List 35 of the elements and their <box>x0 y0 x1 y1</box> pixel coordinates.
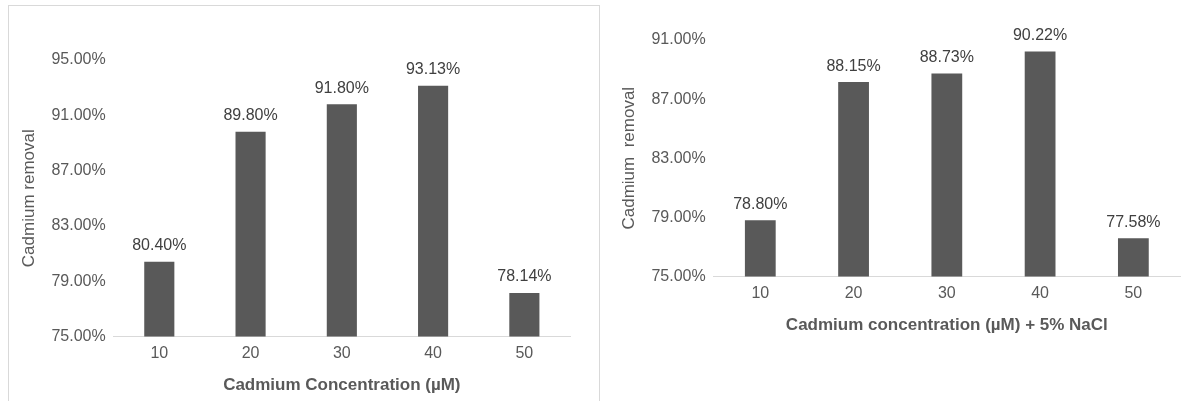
y-axis-title: Cadmium removal <box>618 86 638 230</box>
y-tick-label: 91.00% <box>651 30 706 48</box>
x-axis-title: Cadmium Concentration (µM) <box>223 375 461 395</box>
data-label: 78.14% <box>497 267 552 285</box>
y-tick-label: 95.00% <box>51 50 106 68</box>
data-label: 80.40% <box>132 236 187 254</box>
y-tick-label: 87.00% <box>51 160 106 178</box>
x-tick-label: 30 <box>332 344 351 362</box>
x-tick-label: 50 <box>515 344 534 362</box>
data-label: 90.22% <box>1012 25 1068 43</box>
data-label: 91.80% <box>314 78 369 96</box>
data-label: 93.13% <box>405 60 461 78</box>
data-label: 88.15% <box>826 56 881 74</box>
x-axis-title: Cadmium concentration (µM) + 5% NaCl <box>785 315 1108 335</box>
y-tick-label: 87.00% <box>651 89 706 107</box>
y-tick-label: 75.00% <box>51 326 106 344</box>
x-tick-label: 40 <box>424 344 443 362</box>
y-axis-title: Cadmium removal <box>18 129 38 268</box>
data-label: 78.80% <box>733 194 788 212</box>
x-tick-label: 20 <box>241 344 260 362</box>
x-tick-label: 10 <box>751 284 770 302</box>
y-tick-label: 83.00% <box>651 148 706 166</box>
y-tick-label: 79.00% <box>51 271 106 289</box>
x-tick-label: 50 <box>1124 284 1143 302</box>
y-tick-label: 83.00% <box>51 216 106 234</box>
x-tick-label: 10 <box>150 344 169 362</box>
data-label: 89.80% <box>223 106 278 124</box>
y-tick-label: 79.00% <box>651 207 706 225</box>
y-tick-label: 75.00% <box>651 266 706 284</box>
y-tick-label: 91.00% <box>51 105 106 123</box>
x-tick-label: 40 <box>1031 284 1050 302</box>
x-tick-label: 20 <box>844 284 863 302</box>
x-tick-label: 30 <box>937 284 956 302</box>
data-label: 77.58% <box>1106 212 1161 230</box>
data-label: 88.73% <box>919 47 974 65</box>
